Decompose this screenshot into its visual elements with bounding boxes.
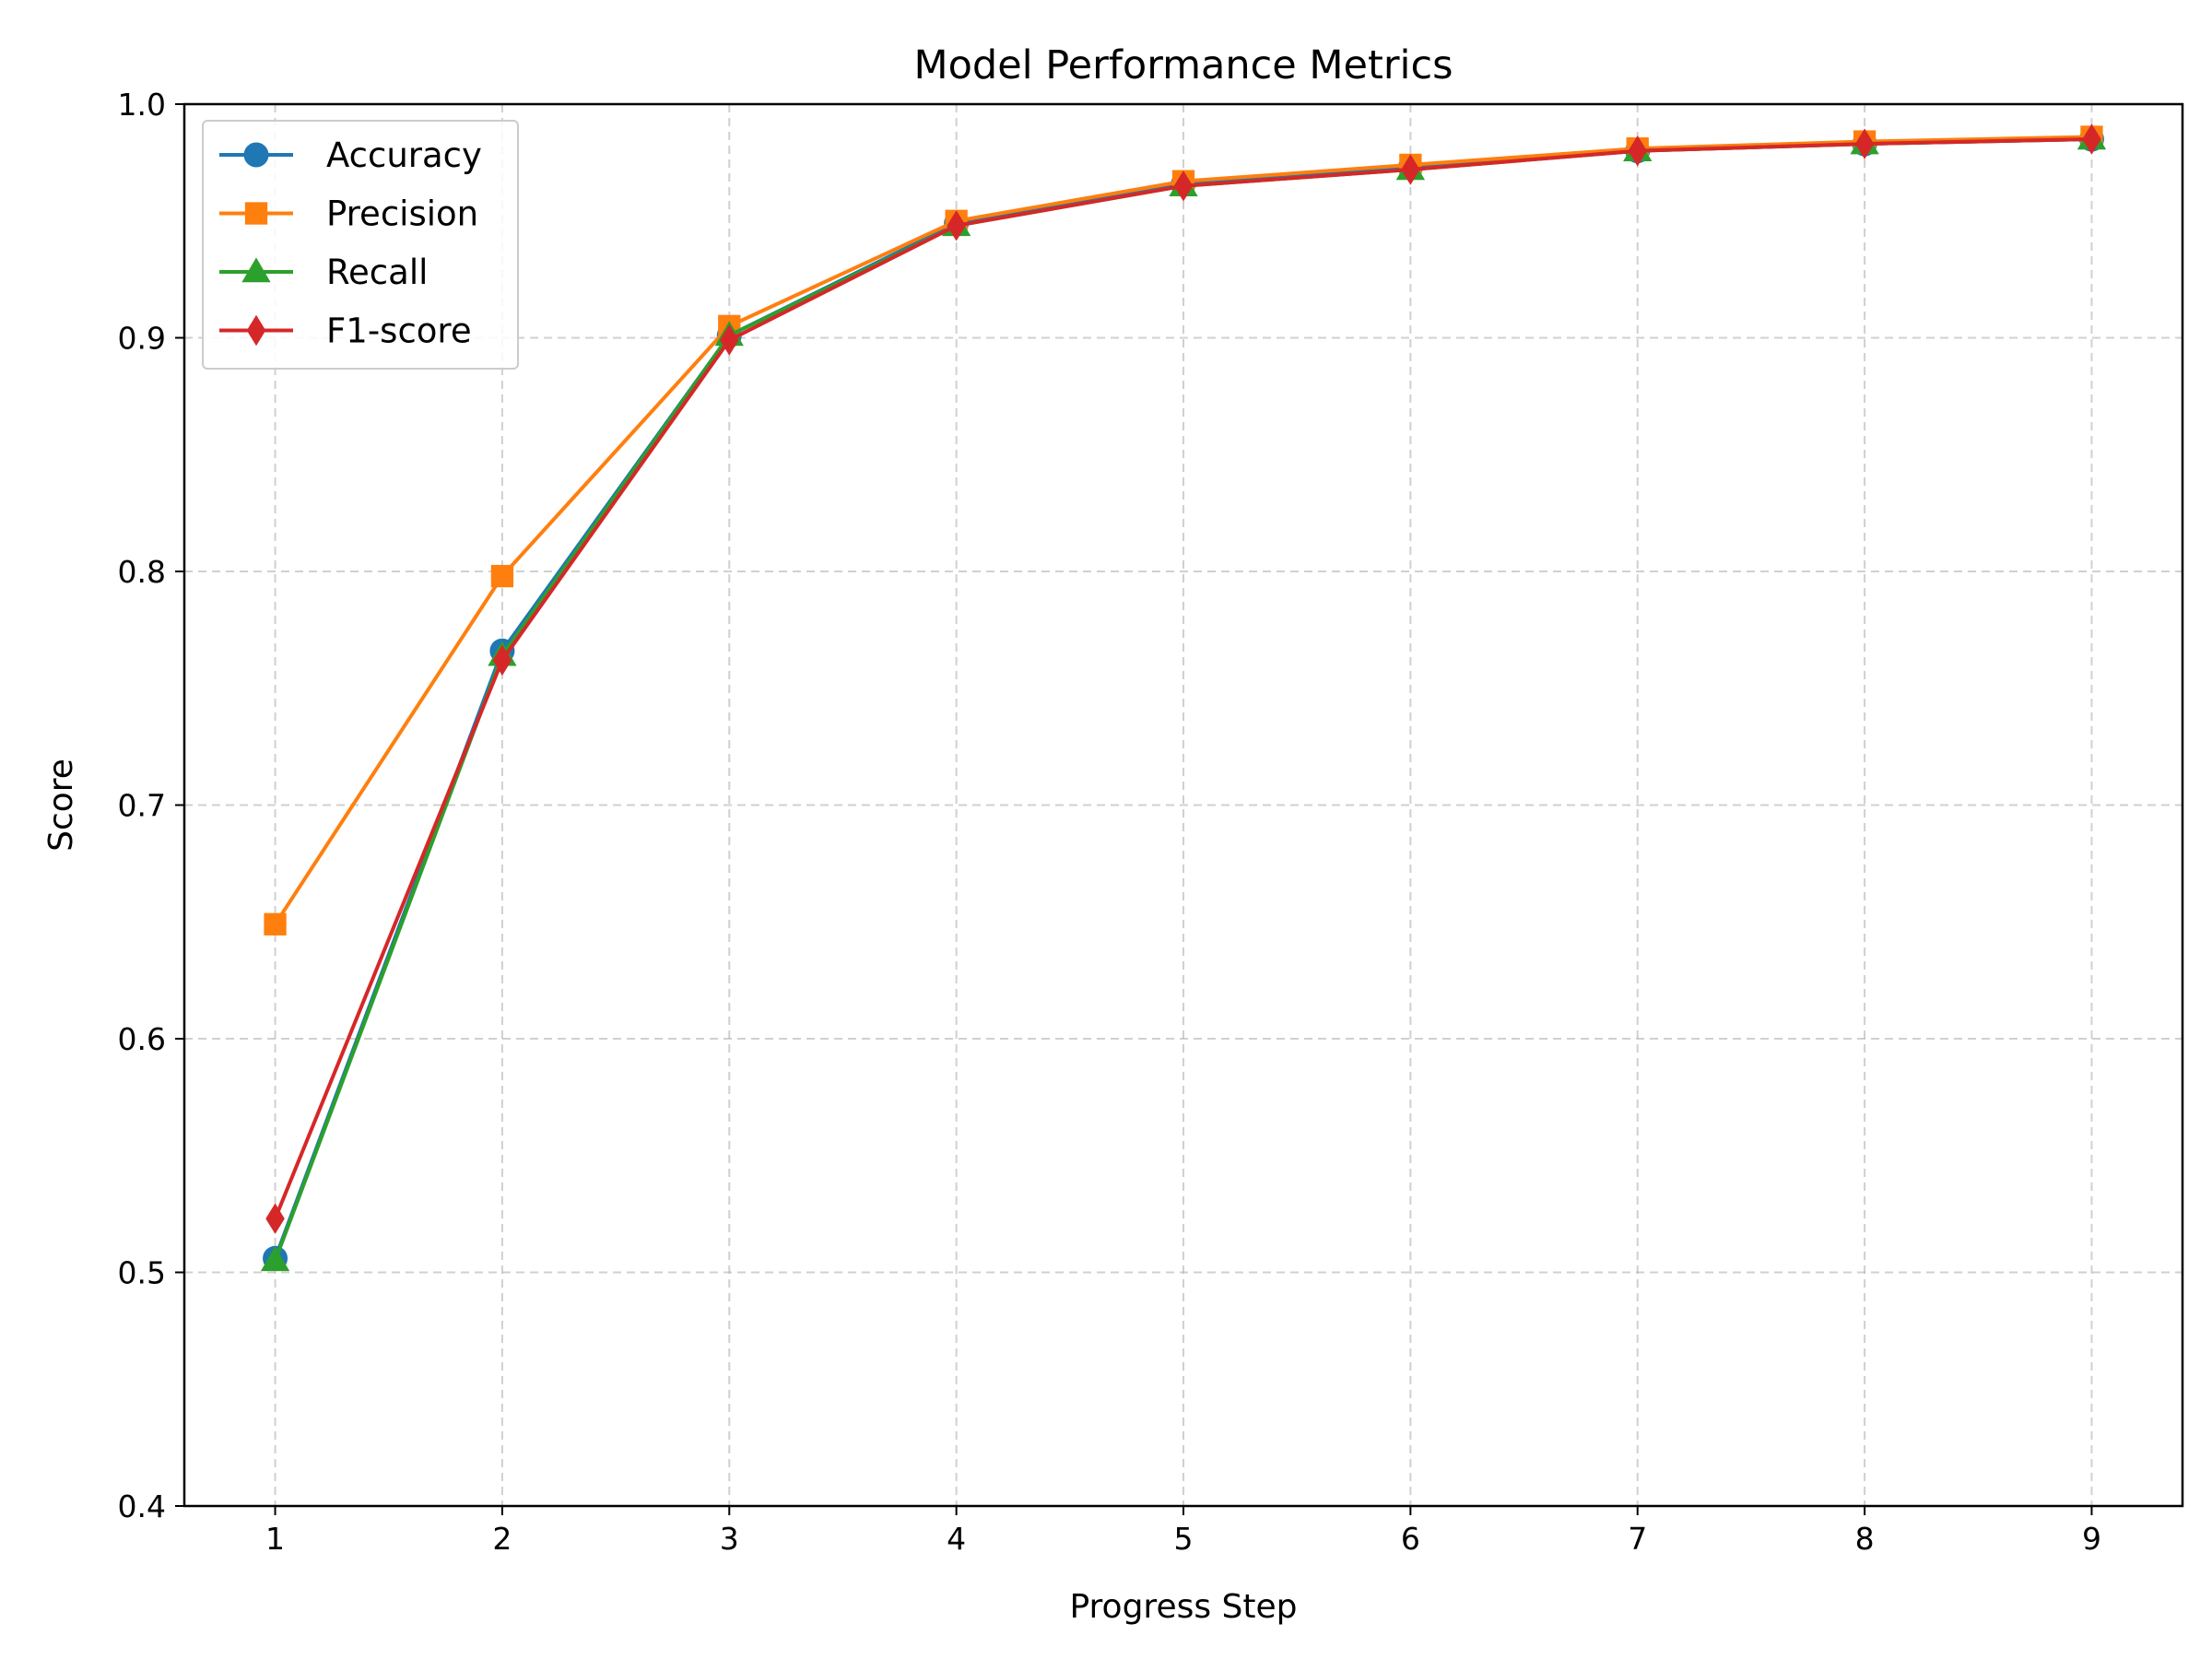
legend-marker: [243, 142, 269, 168]
legend: Accuracy Precision Recall F1-score: [202, 120, 519, 370]
data-point: [1854, 128, 1875, 159]
legend-item: Recall: [219, 253, 428, 292]
y-tick-label: 0.4: [118, 1488, 166, 1524]
x-tick-label: 4: [947, 1521, 966, 1557]
data-point: [947, 210, 966, 241]
legend-label: Accuracy: [326, 135, 482, 175]
x-tick-label: 8: [1855, 1521, 1875, 1557]
x-axis-label: Progress Step: [1069, 1588, 1297, 1626]
x-tick-label: 7: [1628, 1521, 1647, 1557]
data-point: [720, 324, 739, 356]
x-tick-label: 3: [720, 1521, 739, 1557]
x-tick-label: 1: [265, 1521, 285, 1557]
legend-item: F1-score: [219, 312, 472, 351]
x-tick-label: 9: [2082, 1521, 2101, 1557]
y-tick-label: 0.9: [118, 321, 166, 357]
legend-item: Precision: [219, 194, 478, 234]
legend-label: Recall: [326, 253, 428, 292]
legend-marker: [246, 314, 266, 347]
y-tick-label: 1.0: [118, 87, 166, 123]
series-layer: [260, 124, 2107, 1272]
y-tick-label: 0.7: [118, 788, 166, 824]
legend-marker: [244, 202, 268, 225]
data-point: [265, 1203, 285, 1234]
data-point: [490, 564, 514, 588]
data-point: [1401, 154, 1420, 185]
data-point: [2082, 124, 2101, 155]
data-point: [1628, 135, 1647, 167]
axis-ticks: 1 2 3 4 5 6 7 8 9 0.4 0.5 0.6 0.7 0.8 0.9 1.0: [118, 87, 2101, 1557]
data-point: [264, 912, 287, 935]
chart-title: Model Performance Metrics: [913, 42, 1453, 88]
legend-label: F1-score: [326, 312, 472, 351]
x-tick-label: 5: [1174, 1521, 1194, 1557]
data-point: [1173, 170, 1194, 202]
legend-label: Precision: [326, 194, 478, 234]
y-tick-label: 0.8: [118, 554, 166, 590]
y-tick-label: 0.6: [118, 1021, 166, 1057]
x-tick-label: 2: [492, 1521, 512, 1557]
y-axis-label: Score: [42, 759, 80, 852]
y-tick-label: 0.5: [118, 1255, 166, 1291]
legend-item: Accuracy: [219, 135, 482, 175]
data-point: [492, 644, 512, 677]
legend-box: [202, 120, 519, 370]
data-point: [260, 1246, 290, 1272]
x-tick-label: 6: [1401, 1521, 1420, 1557]
legend-marker: [241, 257, 271, 283]
series-f1-score: [265, 124, 2101, 1234]
